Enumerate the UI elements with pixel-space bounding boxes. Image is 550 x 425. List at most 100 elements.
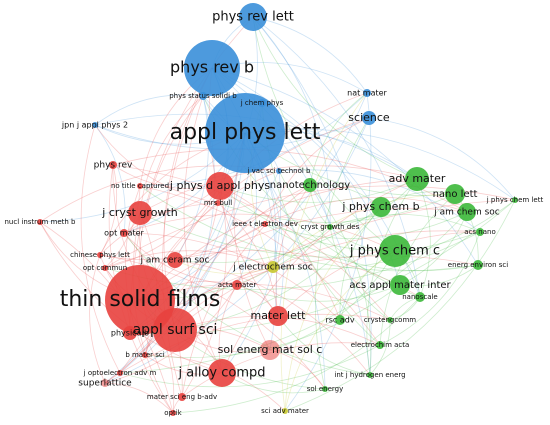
- link: [277, 231, 481, 317]
- node-label: science: [348, 111, 390, 124]
- node: [445, 184, 465, 204]
- link: [252, 16, 331, 228]
- node-label: sci adv mater: [261, 407, 309, 415]
- node-label: adv mater: [389, 172, 446, 185]
- node-label: j phys chem c: [349, 244, 440, 259]
- node-label: acta mater: [218, 281, 257, 289]
- link: [123, 232, 371, 376]
- node: [327, 224, 333, 230]
- link: [119, 344, 381, 388]
- node-label: b mater sci: [125, 351, 164, 359]
- link: [264, 197, 468, 225]
- link: [284, 199, 516, 412]
- node-label: mater lett: [250, 309, 306, 322]
- node: [387, 317, 393, 323]
- node: [362, 111, 376, 125]
- node-label: phys rev lett: [212, 10, 294, 25]
- link: [252, 16, 396, 252]
- link: [183, 95, 223, 374]
- link: [221, 178, 418, 374]
- link: [89, 254, 106, 384]
- node-label: mrs bull: [204, 199, 232, 207]
- node-label: acs nano: [464, 228, 495, 236]
- node: [322, 386, 328, 392]
- node-label: j cryst growth: [101, 206, 177, 219]
- node-label: chinese phys lett: [70, 251, 130, 259]
- link: [123, 213, 396, 252]
- link: [264, 211, 468, 239]
- link: [104, 250, 274, 269]
- link: [112, 164, 391, 321]
- node: [262, 221, 268, 227]
- node-label: jpn j appl phys 2: [61, 121, 128, 130]
- node-label: int j hydrogen energ: [334, 371, 405, 379]
- link: [252, 16, 372, 376]
- node-label: mater sci eng b-adv: [147, 393, 217, 401]
- node-label: opt mater: [104, 229, 144, 238]
- node: [97, 252, 103, 258]
- link: [366, 178, 418, 376]
- node-label: nano lett: [433, 189, 478, 200]
- link: [280, 92, 368, 412]
- node-label: electrochim acta: [351, 341, 410, 349]
- node: [379, 235, 411, 267]
- node-label: acs appl mater inter: [349, 280, 451, 291]
- node-label: rsc adv: [325, 316, 354, 325]
- node-label: crystengcomm: [364, 316, 416, 324]
- node: [367, 372, 373, 378]
- link: [123, 232, 341, 321]
- link: [174, 259, 274, 274]
- link: [80, 124, 121, 374]
- link: [172, 296, 421, 414]
- link: [99, 164, 118, 256]
- link: [139, 185, 479, 272]
- link: [217, 193, 456, 223]
- node: [178, 393, 186, 401]
- node: [206, 172, 234, 200]
- link: [211, 67, 479, 266]
- node: [153, 308, 197, 352]
- link: [174, 230, 481, 331]
- link: [144, 284, 401, 358]
- node: [473, 260, 483, 270]
- link: [139, 178, 418, 301]
- node: [390, 275, 410, 295]
- node: [239, 3, 267, 31]
- link: [368, 117, 516, 201]
- node-label: opt commun: [83, 264, 127, 272]
- node: [458, 203, 476, 221]
- link: [309, 92, 368, 186]
- link: [252, 16, 418, 180]
- link: [181, 185, 227, 398]
- node: [215, 200, 221, 206]
- node: [405, 167, 429, 191]
- node-label: appl surf sci: [133, 322, 218, 338]
- link: [139, 117, 370, 301]
- link: [174, 95, 209, 261]
- node-label: j phys chem lett: [486, 196, 544, 204]
- node-label: appl phys lett: [170, 120, 321, 145]
- node-label: sol energ mat sol c: [218, 343, 323, 356]
- link: [284, 250, 396, 412]
- node: [232, 280, 242, 290]
- link: [181, 184, 311, 398]
- node: [199, 92, 207, 100]
- node: [335, 315, 345, 325]
- node: [512, 197, 518, 203]
- node-label: j electrochem soc: [232, 263, 312, 273]
- link: [221, 170, 282, 374]
- node: [184, 40, 240, 96]
- node-label: optik: [164, 409, 182, 417]
- node-label: energ environ sci: [448, 261, 508, 269]
- link: [139, 95, 204, 214]
- node-label: j am chem soc: [433, 208, 500, 218]
- link: [217, 202, 279, 317]
- link: [94, 124, 219, 204]
- link: [278, 169, 481, 233]
- node: [142, 352, 148, 358]
- node: [260, 340, 280, 360]
- link: [264, 223, 479, 272]
- node-label: phys status solidi b: [169, 92, 237, 100]
- node: [303, 178, 317, 192]
